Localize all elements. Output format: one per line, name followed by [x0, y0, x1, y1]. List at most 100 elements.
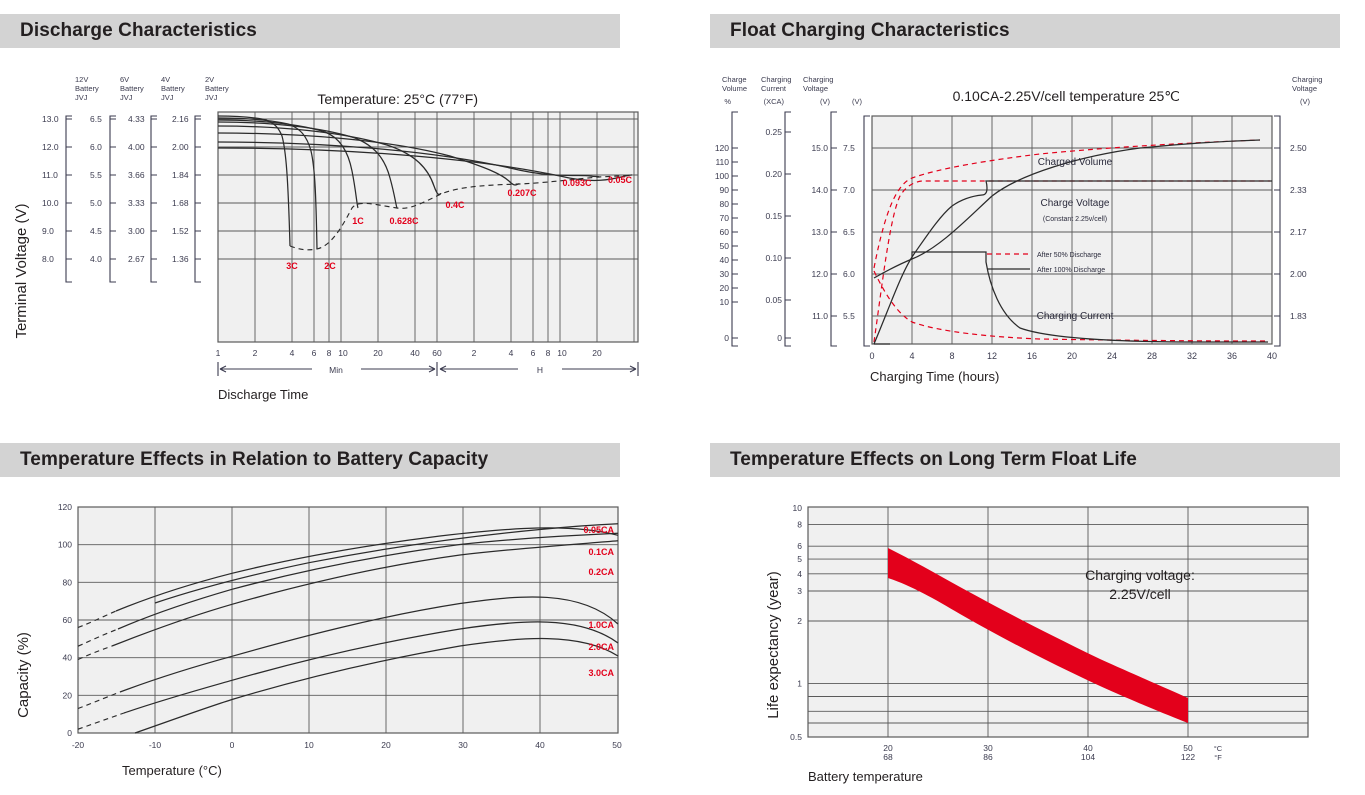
xg0-t7: 40 — [410, 348, 420, 358]
float-condition-annotation: 0.10CA-2.25V/cell temperature 25℃ — [953, 88, 1180, 104]
f-y1-t4: 0.05 — [765, 295, 782, 305]
discharge-gridlines — [217, 112, 638, 342]
xg1-t1: 4 — [509, 348, 514, 358]
xg0-t2: 4 — [290, 348, 295, 358]
tc-y-t5: 20 — [63, 690, 73, 700]
float-plot-annotations: Charged Volume Charge Voltage (Constant … — [1037, 157, 1114, 322]
tempcap-x-labels: -20 -10 0 10 20 30 40 50 — [72, 740, 622, 750]
tc-y-t1: 100 — [58, 540, 72, 550]
floatlife-x-labels: 20 68 30 86 40 104 50 122 °C °F — [883, 743, 1223, 762]
discharge-envelope — [289, 174, 633, 251]
yaxis-1-head-1: Battery — [120, 84, 144, 93]
float-xlabel: Charging Time (hours) — [870, 369, 999, 384]
f-y0-t11: 10 — [720, 297, 730, 307]
yaxis-0-head-1: Battery — [75, 84, 99, 93]
xg0-t0: 1 — [216, 348, 221, 358]
yaxis-0-head-0: 12V — [75, 75, 88, 84]
f-y0-t8: 40 — [720, 255, 730, 265]
float-y0-labels: 120 110 100 90 80 70 60 50 40 30 20 10 0 — [715, 143, 729, 343]
tc-x-t5: 30 — [458, 740, 468, 750]
tempcap-y-labels: 120 100 80 60 40 20 0 — [58, 502, 72, 738]
fl-anno-0: Charging voltage: — [1085, 567, 1195, 583]
discharge-scale-brackets — [65, 115, 201, 283]
floatlife-y-labels: 10 8 6 5 4 3 2 1 0.5 — [790, 503, 802, 742]
tc-x-t1: -10 — [149, 740, 162, 750]
panel-discharge: Discharge Characteristics — [0, 14, 620, 48]
floatlife-plot-area — [807, 506, 1309, 738]
f-y1-t0: 0.25 — [765, 127, 782, 137]
fl-x-c1: 30 — [983, 743, 993, 753]
f-yr-t3: 2.00 — [1290, 269, 1307, 279]
f-x-t3: 12 — [987, 351, 997, 361]
f-y2-t2: 13.0 — [811, 227, 828, 237]
tc-label-005ca: 0.05CA — [583, 525, 614, 535]
anno-charge-voltage: Charge Voltage — [1041, 198, 1110, 209]
float-x-ticklabels: 0 4 8 12 16 20 24 28 32 36 40 — [869, 351, 1277, 361]
y3-t2: 1.84 — [172, 170, 189, 180]
float-axis-headers: Charge Volume % Charging Current (XCA) C… — [722, 75, 1322, 106]
label-3c: 3C — [286, 261, 298, 271]
xg0-t4: 8 — [327, 348, 332, 358]
f-y0-t0: 120 — [715, 143, 729, 153]
tempcap-xlabel: Temperature (°C) — [122, 763, 222, 778]
y0-t0: 13.0 — [42, 114, 59, 124]
f-x-t0: 0 — [869, 351, 874, 361]
xg0-t5: 10 — [338, 348, 348, 358]
fl-unit-c: °C — [1214, 744, 1223, 753]
fl-y-t5: 3 — [797, 586, 802, 596]
f-y0-t12: 0 — [724, 333, 729, 343]
floatlife-xlabel: Battery temperature — [808, 769, 923, 784]
tc-y-t0: 120 — [58, 502, 72, 512]
y2-t3: 3.33 — [128, 198, 145, 208]
fl-y-t8: 0.5 — [790, 732, 802, 742]
xg0-t6: 20 — [373, 348, 383, 358]
f-y0-h0: Charge — [722, 75, 747, 84]
label-2c: 2C — [324, 261, 336, 271]
fl-y-t6: 2 — [797, 616, 802, 626]
label-005c: 0.05C — [608, 175, 633, 185]
fl-anno-1: 2.25V/cell — [1109, 586, 1170, 602]
discharge-ylabel: Terminal Voltage (V) — [13, 203, 30, 338]
xg1-t3: 8 — [546, 348, 551, 358]
discharge-curves — [217, 115, 633, 250]
label-1c: 1C — [352, 216, 364, 226]
f-y2-t1: 14.0 — [811, 185, 828, 195]
f-yr-t0: 2.50 — [1290, 143, 1307, 153]
y2-t2: 3.66 — [128, 170, 145, 180]
floatlife-svg: Life expectancy (year) — [765, 503, 1309, 784]
fl-x-f0: 68 — [883, 752, 893, 762]
yaxis-2-head-2: JVJ — [161, 93, 174, 102]
xg1-t0: 2 — [472, 348, 477, 358]
tc-x-t3: 10 — [304, 740, 314, 750]
f-y3-t0: 7.5 — [843, 143, 855, 153]
f-y3-t3: 6.0 — [843, 269, 855, 279]
yaxis-1-head-0: 6V — [120, 75, 129, 84]
yaxis-0-head-2: JVJ — [75, 93, 88, 102]
span-label-min: Min — [329, 365, 343, 375]
tc-label-02ca: 0.2CA — [588, 567, 614, 577]
y1-t1: 6.0 — [90, 142, 102, 152]
float-y1-ticks — [785, 131, 791, 339]
f-yr-t2: 2.17 — [1290, 227, 1307, 237]
f-y1-t1: 0.20 — [765, 169, 782, 179]
discharge-curve-labels: 3C 2C 1C 0.628C 0.4C 0.207C 0.093C 0.05C — [286, 175, 632, 271]
fl-x-f3: 122 — [1181, 752, 1195, 762]
fl-y-t7: 1 — [797, 679, 802, 689]
float-scale-brackets — [731, 111, 1281, 347]
f-y0-t7: 50 — [720, 241, 730, 251]
yaxis-2-head-0: 4V — [161, 75, 170, 84]
discharge-span-arrows: Min H — [217, 362, 639, 376]
discharge-x-ticklabels: 1 2 4 6 8 10 20 40 60 2 4 6 8 10 20 — [216, 348, 602, 358]
yaxis-1-head-2: JVJ — [120, 93, 133, 102]
f-x-t4: 16 — [1027, 351, 1037, 361]
floatlife-gridlines — [808, 507, 1308, 738]
y0-t3: 10.0 — [42, 198, 59, 208]
f-y0-t1: 110 — [715, 157, 729, 167]
float-y0-ticks — [732, 147, 738, 339]
f-y2-h0: Charging — [803, 75, 833, 84]
f-y2-unit: (V) — [820, 97, 831, 106]
y3-t4: 1.52 — [172, 226, 189, 236]
y0-t5: 8.0 — [42, 254, 54, 264]
chart-float: Charge Volume % Charging Current (XCA) C… — [700, 56, 1365, 406]
fl-y-t4: 4 — [797, 569, 802, 579]
